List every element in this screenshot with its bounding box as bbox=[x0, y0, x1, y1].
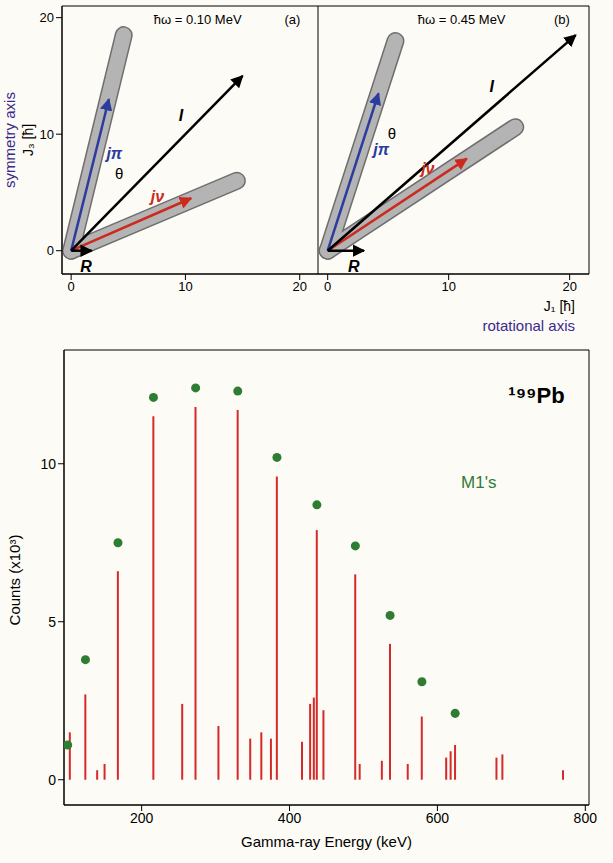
svg-text:R: R bbox=[348, 258, 360, 275]
svg-text:20: 20 bbox=[40, 10, 54, 25]
svg-text:10: 10 bbox=[178, 279, 192, 294]
html-text:J₃ [ħ]: J₃ [ħ] bbox=[20, 123, 36, 157]
svg-text:600: 600 bbox=[426, 810, 450, 826]
svg-text:0: 0 bbox=[47, 243, 54, 258]
svg-text:0: 0 bbox=[324, 279, 331, 294]
svg-text:jπ: jπ bbox=[371, 141, 389, 158]
svg-text:jν: jν bbox=[149, 188, 164, 205]
svg-text:200: 200 bbox=[130, 810, 154, 826]
svg-text:R: R bbox=[80, 258, 92, 275]
svg-text:jν: jν bbox=[419, 160, 434, 177]
html-text:Counts (x10³): Counts (x10³) bbox=[5, 534, 23, 626]
svg-text:(b): (b) bbox=[554, 12, 570, 27]
svg-text:0: 0 bbox=[48, 772, 56, 788]
svg-text:jπ: jπ bbox=[104, 145, 122, 162]
svg-text:5: 5 bbox=[48, 614, 56, 630]
html-text:J₁ [ħ]: J₁ [ħ] bbox=[543, 298, 575, 314]
html-text:symmetry axis: symmetry axis bbox=[0, 92, 18, 188]
svg-text:0: 0 bbox=[68, 279, 75, 294]
svg-text:M1's: M1's bbox=[461, 473, 496, 492]
svg-text:10: 10 bbox=[40, 456, 56, 472]
svg-text:800: 800 bbox=[574, 810, 598, 826]
svg-text:(a): (a) bbox=[284, 12, 300, 27]
svg-text:I: I bbox=[179, 107, 184, 124]
svg-text:I: I bbox=[490, 78, 495, 95]
svg-text:10: 10 bbox=[40, 127, 54, 142]
svg-text:θ: θ bbox=[115, 165, 123, 182]
svg-text:20: 20 bbox=[562, 279, 576, 294]
svg-text:ħω = 0.10 MeV: ħω = 0.10 MeV bbox=[154, 12, 242, 27]
svg-text:400: 400 bbox=[278, 810, 302, 826]
svg-text:θ: θ bbox=[388, 125, 396, 142]
html-text:rotational axis: rotational axis bbox=[482, 317, 575, 334]
svg-text:Gamma-ray Energy (keV): Gamma-ray Energy (keV) bbox=[241, 833, 412, 850]
svg-text:10: 10 bbox=[441, 279, 455, 294]
svg-text:ħω = 0.45 MeV: ħω = 0.45 MeV bbox=[418, 12, 506, 27]
svg-text:¹⁹⁹Pb: ¹⁹⁹Pb bbox=[508, 383, 564, 408]
svg-text:20: 20 bbox=[292, 279, 306, 294]
